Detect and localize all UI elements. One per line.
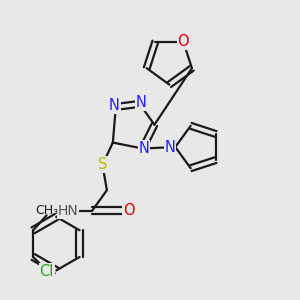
Text: S: S bbox=[98, 158, 107, 172]
Text: N: N bbox=[164, 140, 175, 154]
Text: Cl: Cl bbox=[39, 264, 54, 279]
Text: O: O bbox=[123, 203, 134, 218]
Text: HN: HN bbox=[58, 204, 79, 218]
Text: N: N bbox=[136, 95, 146, 110]
Text: CH₃: CH₃ bbox=[35, 204, 58, 218]
Text: N: N bbox=[139, 141, 149, 156]
Text: O: O bbox=[178, 34, 189, 49]
Text: N: N bbox=[109, 98, 120, 113]
